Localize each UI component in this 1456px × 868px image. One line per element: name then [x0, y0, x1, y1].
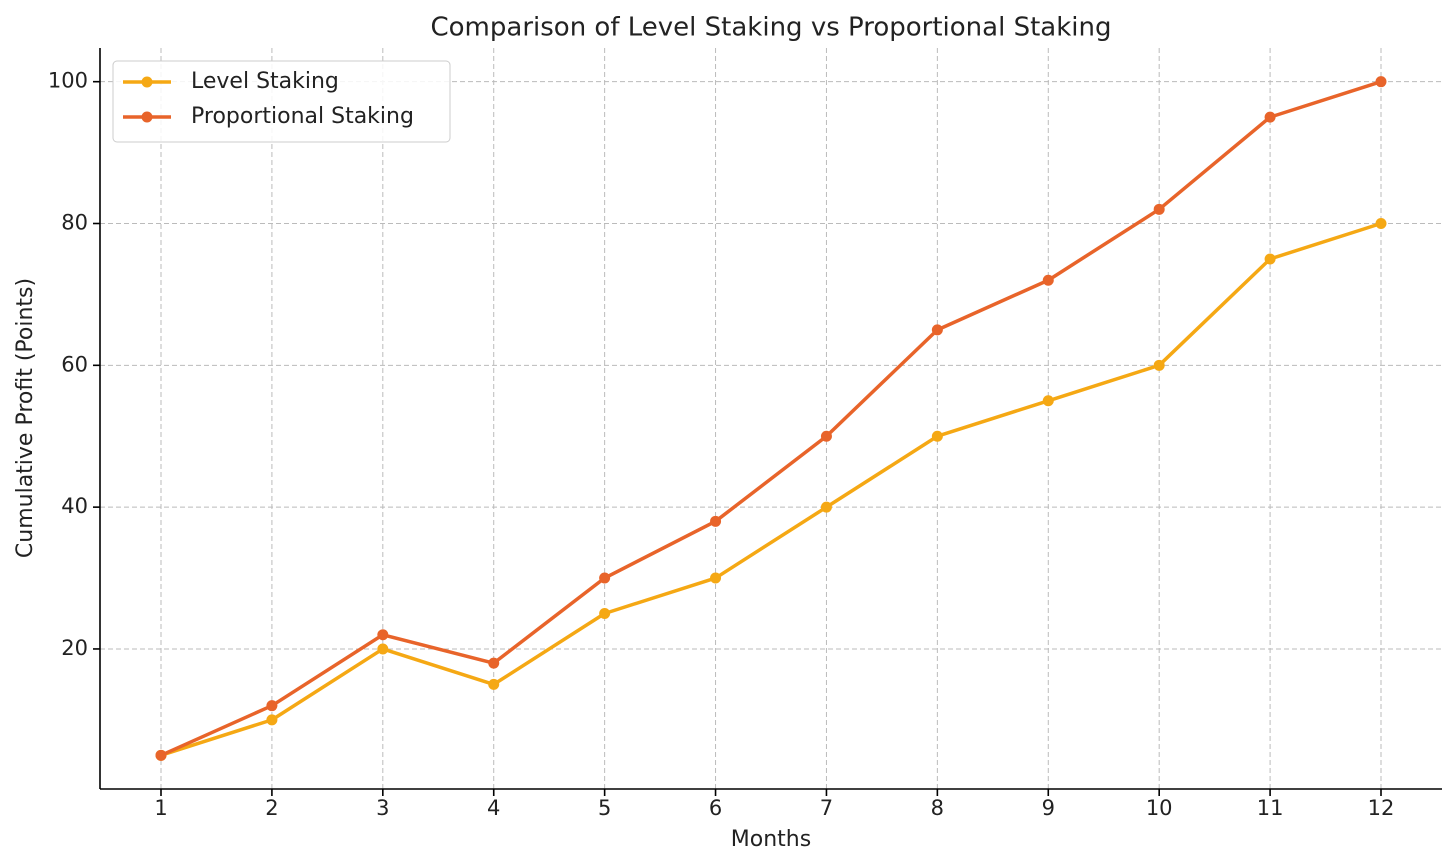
data-point [820, 430, 832, 442]
legend-box [112, 60, 451, 143]
y-tick-label: 100 [48, 69, 88, 93]
legend: Level Staking Proportional Staking [112, 60, 451, 143]
x-tick-label: 10 [1146, 796, 1173, 820]
x-tick-label: 12 [1368, 796, 1395, 820]
data-point [1375, 76, 1387, 88]
data-point [599, 608, 611, 619]
legend-swatch-marker [141, 111, 153, 123]
data-point [1042, 274, 1054, 286]
data-point [710, 572, 722, 584]
data-point [488, 657, 500, 669]
data-point [377, 643, 389, 655]
y-axis-label: Cumulative Profit (Points) [13, 278, 38, 558]
x-tick-label: 2 [265, 796, 278, 820]
x-tick-label: 9 [1042, 796, 1055, 820]
data-point [931, 324, 943, 336]
x-tick-label: 8 [931, 796, 944, 820]
data-point [931, 430, 943, 442]
data-point [1264, 111, 1276, 123]
y-tick-label: 80 [61, 211, 88, 235]
legend-label: Proportional Staking [191, 104, 414, 129]
data-point [266, 700, 278, 712]
x-tick-label: 3 [376, 796, 389, 820]
chart-title: Comparison of Level Staking vs Proportio… [431, 13, 1112, 43]
data-point [599, 572, 611, 584]
x-tick-label: 11 [1257, 796, 1284, 820]
data-point [1153, 203, 1165, 215]
data-point [1042, 395, 1054, 407]
y-tick-label: 60 [61, 352, 88, 376]
y-tick-label: 40 [61, 494, 88, 518]
data-point [710, 515, 722, 527]
data-point [488, 678, 500, 690]
series-line [160, 80, 1382, 757]
data-point [377, 629, 389, 641]
x-tick-label: 5 [598, 796, 611, 820]
data-point [155, 749, 167, 761]
x-tick-label: 4 [487, 796, 500, 820]
data-point [1153, 359, 1165, 371]
x-tick-label: 7 [820, 796, 833, 820]
data-point [1375, 218, 1387, 229]
data-point [1264, 253, 1276, 265]
legend-swatch-marker [141, 76, 153, 88]
x-tick-label: 6 [709, 796, 722, 820]
data-point [820, 501, 832, 513]
data-point [266, 714, 278, 726]
series-line [160, 221, 1382, 757]
x-axis-label: Months [731, 827, 811, 852]
legend-label: Level Staking [191, 69, 339, 94]
x-tick-label: 1 [154, 796, 167, 820]
y-tick-label: 20 [61, 636, 88, 660]
